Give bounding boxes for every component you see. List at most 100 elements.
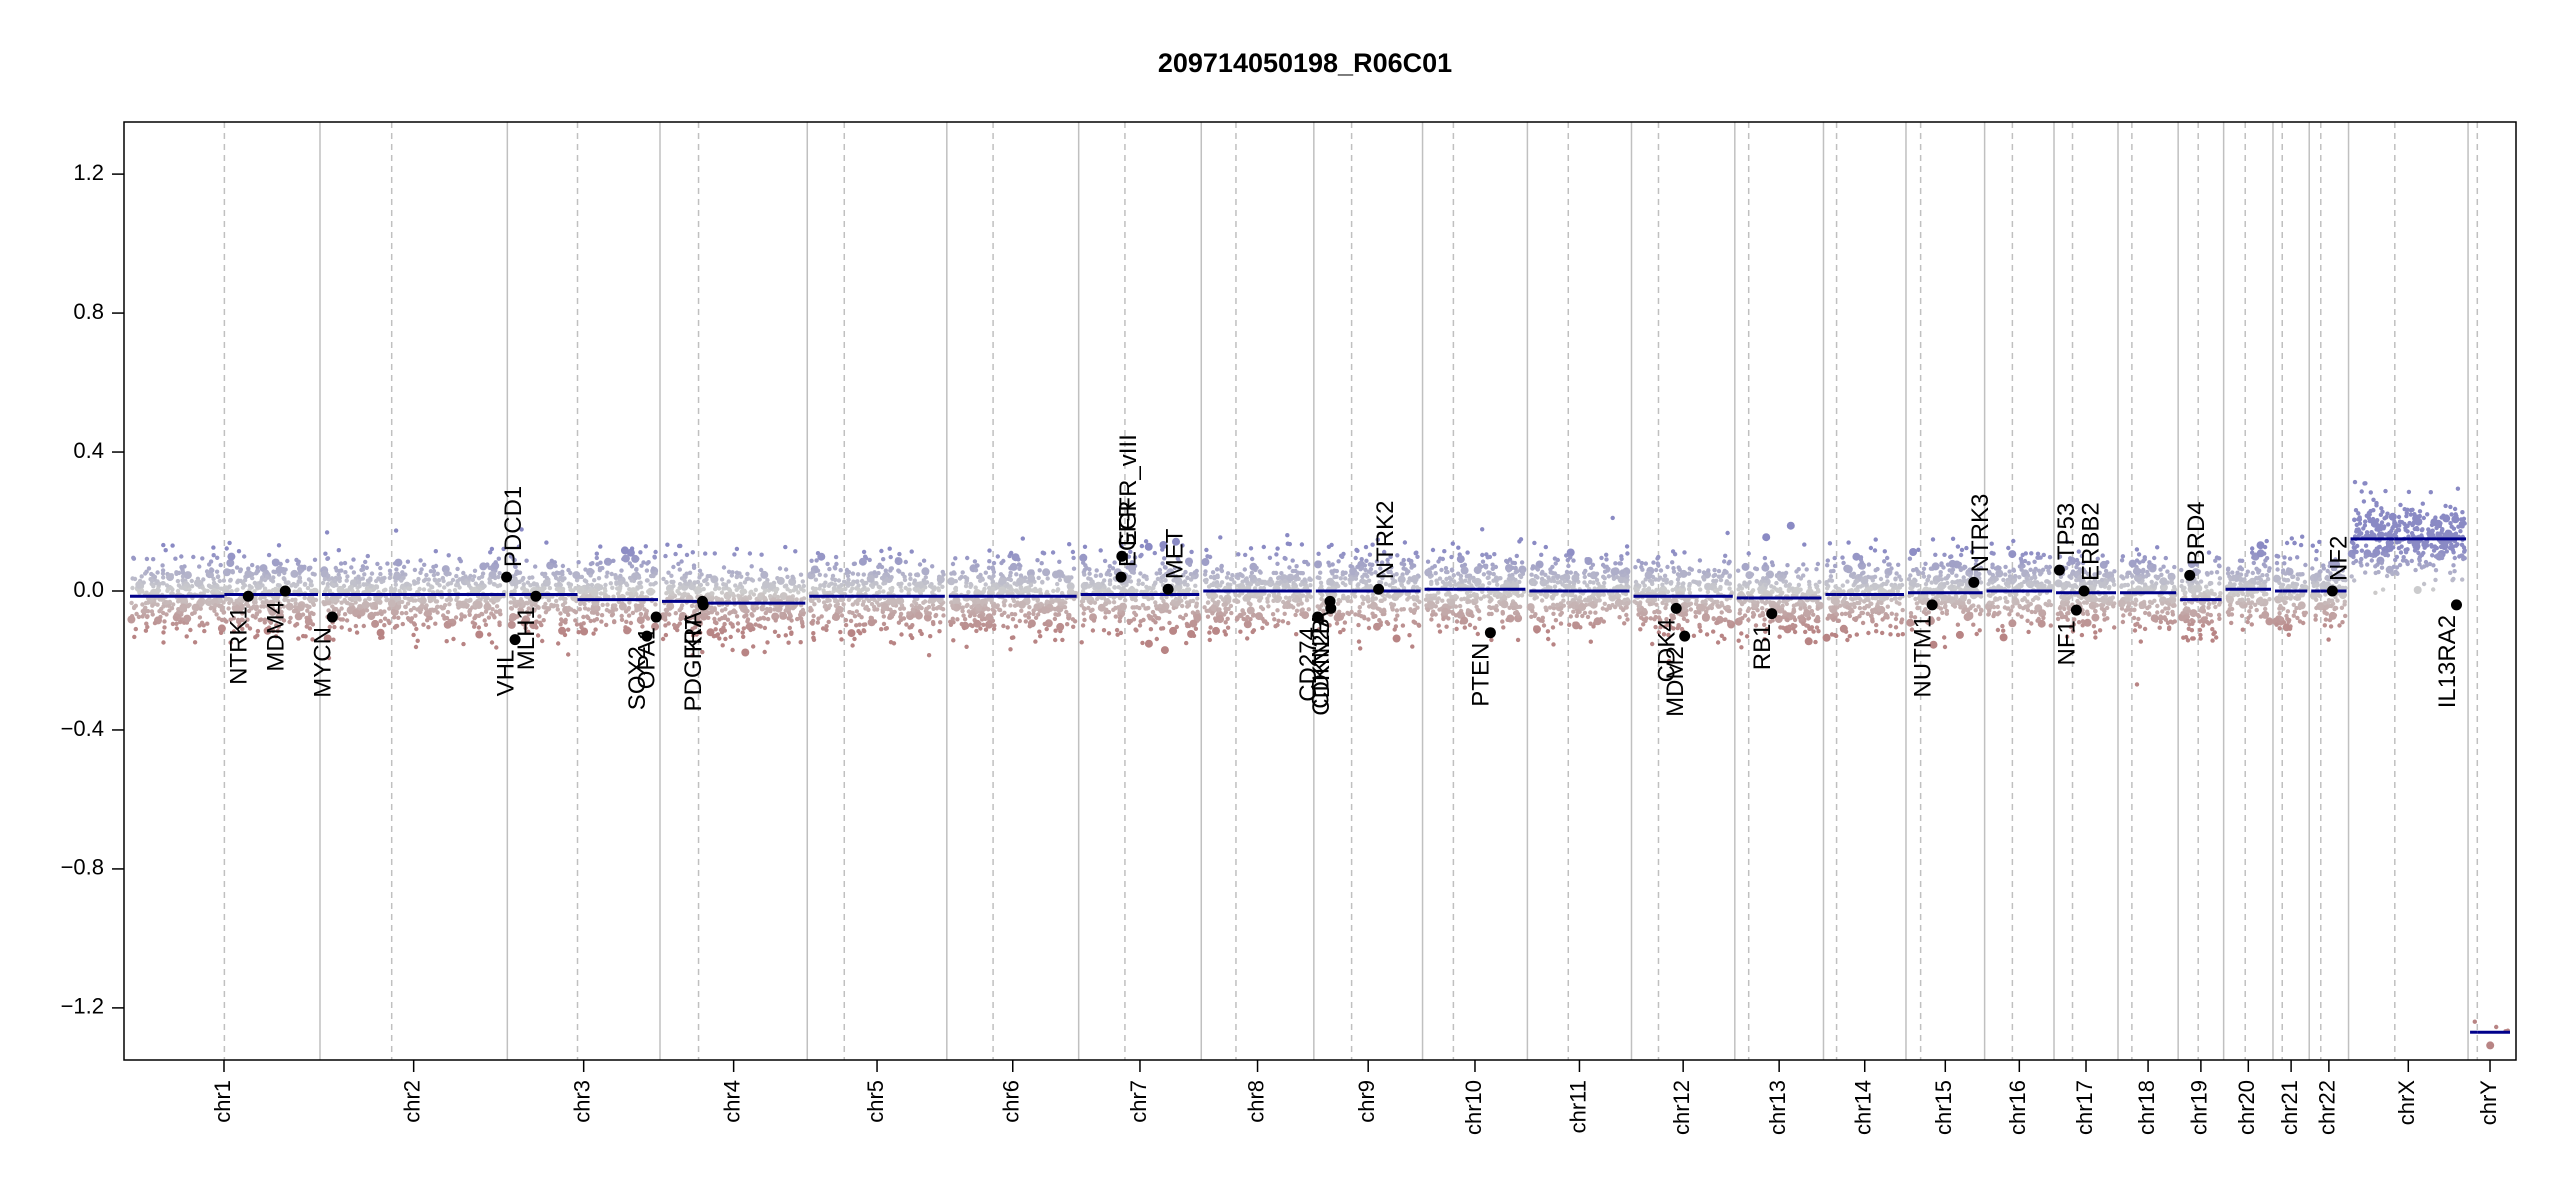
probe-point xyxy=(818,583,823,588)
probe-point xyxy=(831,586,837,591)
probe-point xyxy=(1546,636,1551,642)
probe-point xyxy=(166,573,174,582)
probe-point xyxy=(418,558,423,563)
probe-point xyxy=(466,581,471,586)
probe-point xyxy=(1176,586,1181,591)
probe-point xyxy=(478,597,483,602)
probe-point xyxy=(344,578,349,583)
probe-point xyxy=(1107,600,1112,605)
probe-point xyxy=(876,570,881,576)
probe-point xyxy=(1336,559,1341,564)
probe-point xyxy=(1356,639,1362,644)
probe-point xyxy=(983,570,988,575)
probe-point xyxy=(393,624,399,629)
probe-point xyxy=(653,549,658,555)
probe-point xyxy=(605,602,610,607)
probe-point xyxy=(350,594,355,600)
probe-point xyxy=(1469,583,1474,588)
probe-point xyxy=(594,551,599,556)
probe-point xyxy=(295,582,300,587)
probe-point xyxy=(1294,608,1300,613)
probe-point xyxy=(1286,573,1295,582)
probe-point xyxy=(1500,619,1505,624)
probe-point xyxy=(653,580,658,586)
probe-point xyxy=(634,591,639,597)
probe-point xyxy=(860,602,866,607)
probe-point xyxy=(1416,622,1421,627)
probe-point xyxy=(1588,610,1593,615)
probe-point xyxy=(375,561,380,567)
probe-point xyxy=(134,611,139,617)
probe-point xyxy=(176,583,182,588)
probe-point xyxy=(928,634,933,639)
probe-point xyxy=(537,620,543,625)
probe-point xyxy=(253,571,259,576)
probe-point xyxy=(715,632,721,637)
probe-point xyxy=(1712,572,1718,578)
probe-point xyxy=(728,610,733,615)
probe-point xyxy=(1098,548,1103,553)
probe-point xyxy=(1564,569,1570,575)
probe-point xyxy=(297,587,302,592)
probe-point xyxy=(489,640,495,645)
probe-point xyxy=(1057,601,1062,606)
probe-point xyxy=(336,548,341,553)
probe-point xyxy=(1210,611,1215,616)
probe-point xyxy=(1055,587,1061,592)
probe-point xyxy=(216,616,221,621)
probe-point xyxy=(544,606,550,611)
probe-point xyxy=(1282,611,1287,616)
probe-point xyxy=(740,630,745,635)
probe-point xyxy=(175,588,181,594)
probe-point xyxy=(1011,635,1016,640)
probe-point xyxy=(816,598,822,603)
probe-point xyxy=(896,568,901,573)
probe-point xyxy=(228,640,233,645)
probe-point xyxy=(494,645,499,650)
probe-point xyxy=(872,570,877,575)
probe-point xyxy=(1410,644,1415,649)
probe-point xyxy=(641,560,646,565)
probe-point xyxy=(908,633,913,638)
probe-point xyxy=(1223,606,1228,611)
probe-point xyxy=(1264,621,1270,626)
probe-point xyxy=(392,586,398,592)
probe-point xyxy=(1186,603,1192,608)
probe-point xyxy=(479,580,485,585)
probe-point xyxy=(584,579,589,584)
probe-point xyxy=(1536,561,1541,566)
probe-point xyxy=(1012,612,1018,617)
probe-point xyxy=(1005,625,1010,630)
probe-point xyxy=(763,610,768,616)
probe-point xyxy=(1185,623,1190,629)
probe-point xyxy=(1030,569,1035,574)
probe-point xyxy=(208,559,214,564)
probe-point xyxy=(342,612,348,617)
probe-point xyxy=(1430,547,1436,553)
probe-point xyxy=(305,604,311,609)
probe-point xyxy=(1219,568,1225,574)
probe-point xyxy=(1622,597,1628,603)
probe-point xyxy=(974,563,980,568)
probe-point xyxy=(1363,580,1368,585)
probe-point xyxy=(629,564,635,569)
probe-point xyxy=(1020,536,1025,541)
probe-point xyxy=(1452,579,1457,584)
probe-point xyxy=(402,595,408,600)
probe-point xyxy=(491,613,496,618)
probe-point xyxy=(566,605,572,611)
probe-point xyxy=(455,566,460,572)
probe-point xyxy=(387,599,396,608)
probe-point xyxy=(1681,616,1687,621)
probe-point xyxy=(1504,558,1509,564)
probe-point xyxy=(132,634,137,640)
probe-point xyxy=(811,631,816,636)
probe-point xyxy=(887,546,892,551)
probe-point xyxy=(933,613,938,619)
probe-point xyxy=(621,554,630,563)
probe-point xyxy=(710,591,715,596)
probe-point xyxy=(761,615,766,620)
probe-point xyxy=(339,625,344,630)
probe-point xyxy=(461,641,466,647)
probe-point xyxy=(772,629,778,634)
